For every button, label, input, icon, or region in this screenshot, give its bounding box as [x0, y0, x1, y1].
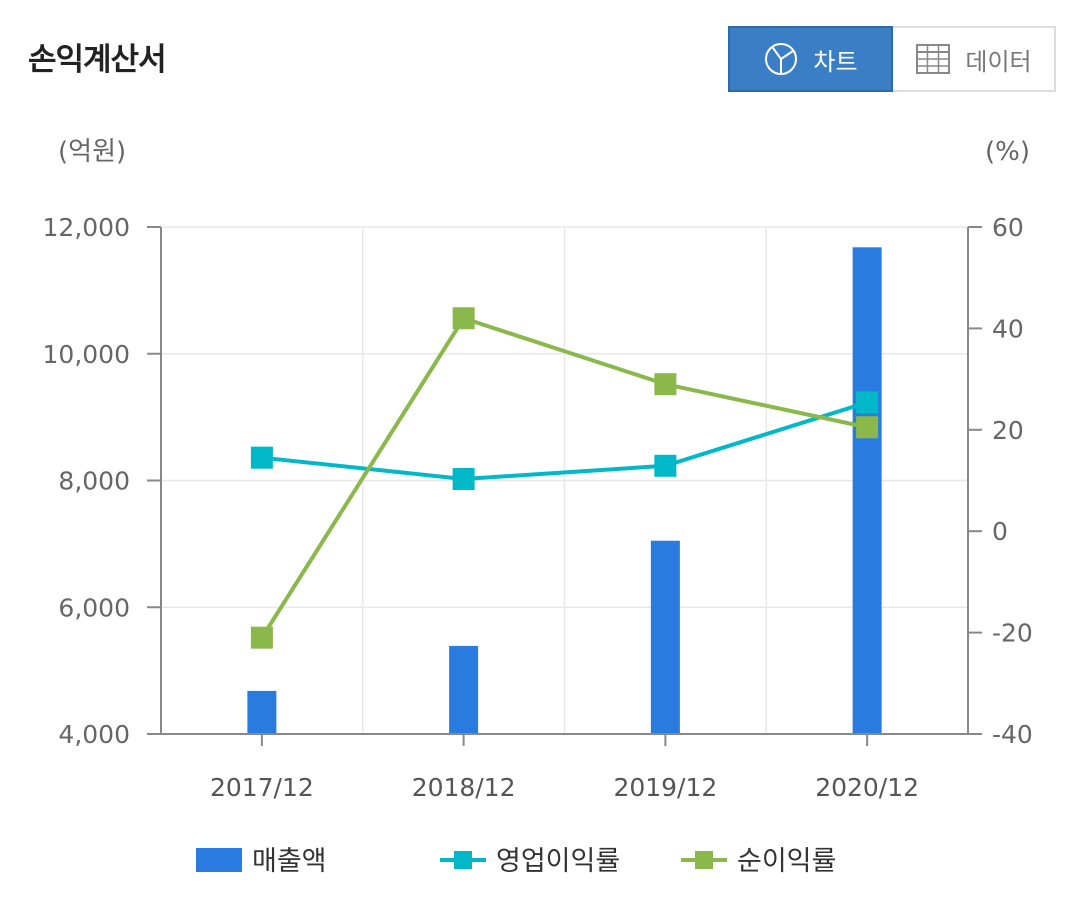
x-tick-label: 2019/12: [613, 773, 717, 802]
left-tick-label: 10,000: [43, 340, 130, 369]
bar-2020/12: [852, 247, 882, 734]
point-영업이익률-2020/12: [856, 391, 879, 414]
point-순이익률-2018/12: [452, 307, 475, 330]
x-tick-label: 2017/12: [210, 773, 314, 802]
chart-view-label: 차트: [813, 47, 858, 76]
legend-swatch-marker-순이익률: [695, 851, 713, 869]
left-axis-unit: (억원): [58, 137, 126, 167]
point-영업이익률-2019/12: [654, 454, 677, 477]
x-tick-label: 2020/12: [815, 773, 919, 802]
point-순이익률-2020/12: [856, 416, 879, 439]
left-tick-label: 8,000: [58, 467, 130, 496]
right-tick-label: -20: [992, 619, 1033, 648]
right-tick-label: 0: [992, 517, 1008, 546]
right-tick-label: 60: [992, 213, 1024, 242]
point-순이익률-2017/12: [250, 626, 273, 649]
point-순이익률-2019/12: [654, 373, 677, 396]
legend-label-매출액: 매출액: [252, 846, 327, 877]
left-tick-label: 12,000: [43, 213, 130, 242]
legend-swatch-marker-영업이익률: [454, 851, 472, 869]
right-axis-unit: (%): [985, 137, 1030, 167]
data-view-label: 데이터: [965, 47, 1032, 76]
right-tick-label: -40: [992, 720, 1033, 749]
point-영업이익률-2018/12: [452, 467, 475, 490]
pie-chart-icon: [763, 41, 799, 77]
bar-2017/12: [247, 690, 277, 734]
legend-swatch-매출액: [196, 848, 242, 872]
left-tick-label: 4,000: [58, 720, 130, 749]
table-icon: [915, 43, 951, 75]
right-tick-label: 40: [992, 314, 1024, 343]
bar-2018/12: [449, 645, 479, 734]
view-toggle: 차트 데이터: [728, 26, 1056, 92]
bar-2019/12: [650, 540, 680, 734]
series-line-순이익률: [260, 315, 868, 639]
left-tick-label: 6,000: [58, 593, 130, 622]
legend-label-영업이익률: 영업이익률: [496, 846, 620, 877]
x-tick-label: 2018/12: [412, 773, 516, 802]
series-line-영업이익률: [261, 400, 868, 481]
legend-label-순이익률: 순이익률: [737, 846, 836, 877]
point-영업이익률-2017/12: [250, 446, 273, 469]
data-view-button[interactable]: 데이터: [893, 26, 1056, 92]
chart-view-button[interactable]: 차트: [728, 26, 893, 92]
right-tick-label: 20: [992, 416, 1024, 445]
page-title: 손익계산서: [28, 42, 167, 78]
